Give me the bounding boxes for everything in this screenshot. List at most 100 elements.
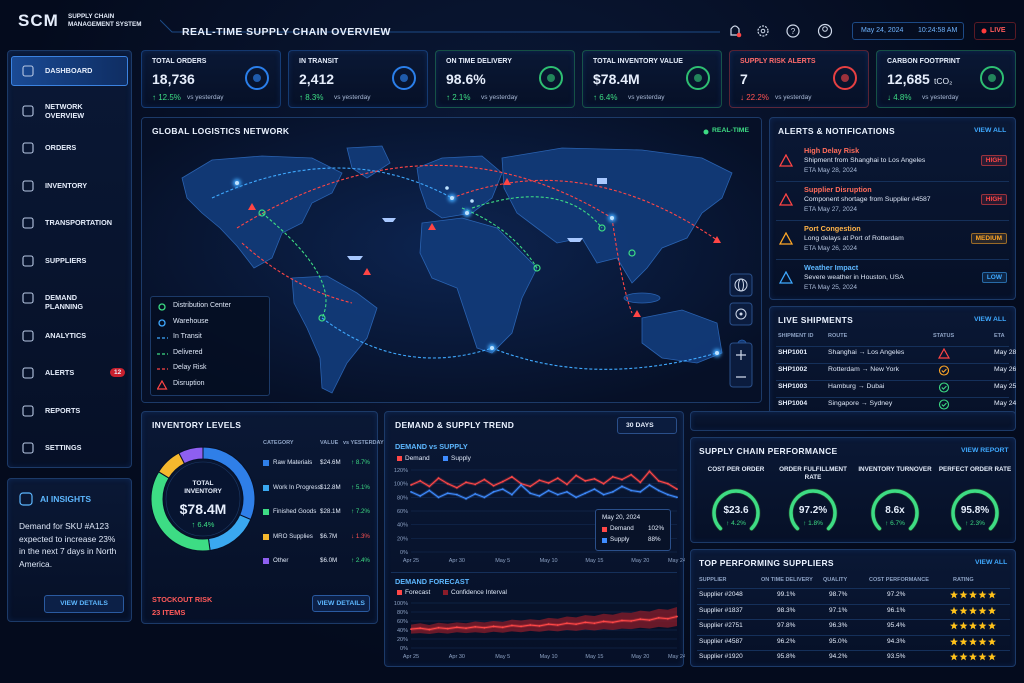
point [593, 488, 596, 491]
point [492, 490, 495, 493]
column-header: ON TIME DELIVERY [761, 577, 813, 583]
inventory-panel: INVENTORY LEVELS TOTAL INVENTORY $78.4M ↑ 6… [141, 411, 384, 624]
details-button[interactable]: VIEW DETAILS [312, 595, 370, 612]
kpi-card: ON TIME DELIVERY 98.6% ↑ 2.1% vs yesterday [435, 50, 575, 108]
point [657, 489, 660, 492]
star [959, 637, 968, 645]
point [437, 477, 440, 480]
ai-button[interactable]: VIEW DETAILS [44, 595, 124, 613]
point [529, 485, 532, 488]
bell-icon[interactable] [730, 25, 740, 36]
ai-icon [19, 492, 33, 506]
divider [391, 572, 677, 573]
legend-label: Delivered [173, 348, 203, 356]
view-all[interactable]: VIEW ALL [974, 316, 1007, 323]
alert-desc: Component shortage from Supplier #4587 [804, 196, 931, 203]
divider [697, 619, 1010, 620]
kpi-change: ↑ 12.5% [152, 93, 181, 102]
legend-label: Forecast [405, 589, 431, 596]
icon-shape [22, 367, 34, 379]
gauge-change: ↑ 2.3% [965, 520, 985, 527]
point [419, 495, 422, 497]
donut-inner [165, 461, 241, 537]
nav-label[interactable]: ANALYTICS [45, 331, 87, 340]
nav-label[interactable]: INVENTORY [45, 181, 88, 190]
nav-label[interactable]: ALERTS [45, 368, 75, 377]
alert-level: HIGH [980, 194, 1007, 205]
center-total: $78.4M [179, 501, 227, 517]
quality: 96.3% [829, 622, 848, 629]
kpi-change: ↓ 4.8% [887, 93, 912, 102]
help-icon[interactable] [786, 24, 800, 38]
nav-label[interactable]: NETWORK OVERVIEW [45, 102, 85, 120]
point [428, 485, 431, 488]
point [602, 493, 605, 496]
icon-shape [22, 217, 34, 229]
legend-swatch [263, 533, 269, 540]
column-header: VALUE [320, 440, 339, 446]
legend-symbol [157, 352, 168, 355]
trend-panel: DEMAND & SUPPLY TREND 30 DAYS DEMAND vs SU… [384, 411, 685, 667]
panel-title: DEMAND & SUPPLY TREND [395, 420, 515, 430]
nav-label[interactable]: SETTINGS [45, 443, 82, 452]
kpi-label: TOTAL ORDERS [152, 58, 207, 65]
check [941, 402, 947, 407]
kpi-value: $78.4M [593, 71, 640, 87]
svg-text:?: ? [791, 27, 796, 36]
divider [697, 603, 1010, 605]
map-controls[interactable] [729, 273, 753, 388]
x-tick-label: May 5 [495, 558, 510, 564]
supplier-name: Supplier #4587 [699, 637, 743, 645]
point [465, 497, 467, 500]
supplier-name: Supplier #2048 [699, 591, 743, 598]
nav-label[interactable]: SUPPLIERS [45, 256, 87, 265]
icon-core [400, 74, 408, 82]
gauge-change: ↑ 1.8% [803, 520, 823, 527]
settings-icon[interactable] [757, 25, 769, 37]
divider [776, 346, 1009, 347]
shipment-id: SHP1002 [778, 366, 808, 373]
point [520, 625, 522, 628]
point [676, 488, 678, 491]
header-icons[interactable]: ? [726, 22, 836, 40]
point [501, 626, 504, 629]
column-header: SUPPLIER [699, 577, 727, 583]
gauge-value: $23.6 [723, 505, 749, 516]
category-change: ↑ 5.1% [351, 483, 370, 491]
nav-label[interactable]: DASHBOARD [45, 66, 93, 75]
star [969, 621, 977, 630]
user-icon[interactable] [817, 23, 833, 39]
shipment-route: Singapore → Sydney [828, 400, 893, 407]
legend-symbol [158, 318, 166, 327]
y-tick-label: 120% [394, 468, 408, 474]
quality: 95.0% [829, 637, 848, 645]
legend-label: Demand [405, 455, 430, 462]
point [648, 484, 651, 486]
nav-label[interactable]: TRANSPORTATION [45, 218, 113, 227]
nav-label[interactable]: REPORTS [45, 406, 81, 415]
star [969, 590, 977, 599]
column-header: COST PERFORMANCE [869, 577, 929, 583]
map-title: GLOBAL LOGISTICS NETWORK [152, 126, 290, 136]
shipment-eta: May 25 [994, 383, 1017, 390]
nav-label[interactable]: DEMAND PLANNING [45, 293, 84, 311]
view-all[interactable]: VIEW ALL [974, 127, 1007, 134]
nav-label[interactable]: ORDERS [45, 143, 77, 152]
divider [697, 634, 1010, 636]
kpi-icon [245, 66, 269, 90]
category-value: $12.8M [320, 483, 341, 491]
icon [938, 382, 950, 393]
icon-shape [22, 292, 34, 304]
range-select[interactable]: 30 DAYS [617, 417, 677, 434]
alerts-panel: ALERTS & NOTIFICATIONS VIEW ALL High Delay… [769, 117, 1016, 300]
view-all[interactable]: VIEW ALL [975, 559, 1008, 566]
x-tick-label: May 10 [540, 654, 558, 660]
view-report[interactable]: VIEW REPORT [961, 447, 1009, 454]
x-tick-label: May 24 [668, 654, 685, 660]
legend-swatch [263, 558, 269, 564]
icon-shape [22, 405, 34, 417]
icon-shape [22, 255, 34, 267]
legend-label: Confidence Interval [451, 589, 508, 596]
point [437, 496, 440, 499]
live-text: LIVE [990, 27, 1006, 34]
